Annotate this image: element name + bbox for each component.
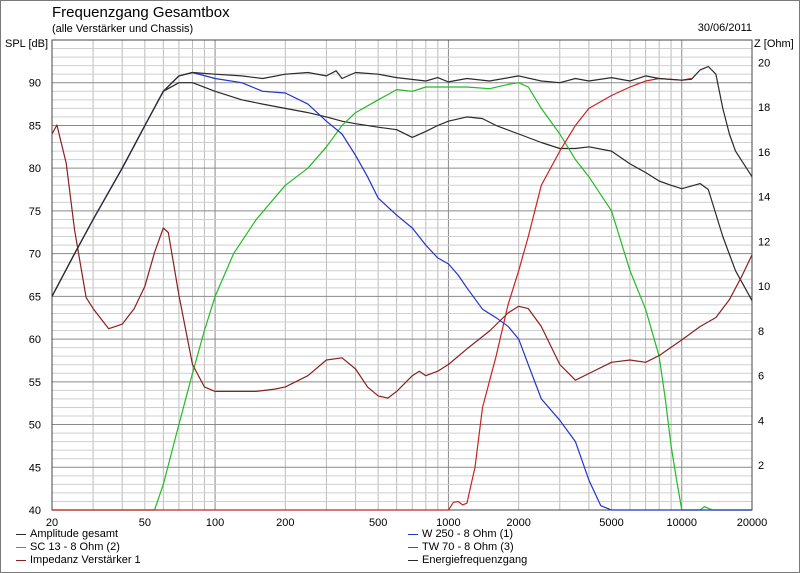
legend-swatch	[408, 534, 418, 535]
y-tick-label-right: 8	[758, 326, 764, 338]
x-tick-label: 20	[46, 517, 58, 529]
x-tick-label: 100	[206, 517, 224, 529]
x-tick-label: 200	[276, 517, 294, 529]
series-line-3	[51, 124, 753, 399]
series-line-5	[52, 77, 692, 511]
y-tick-label-left: 45	[29, 462, 41, 474]
y-tick-label-left: 50	[29, 420, 41, 432]
legend-swatch	[16, 534, 26, 535]
legend-swatch	[408, 547, 418, 548]
chart-subtitle: (alle Verstärker und Chassis)	[52, 23, 194, 35]
y-tick-label-left: 55	[29, 377, 41, 389]
x-tick-label: 2000	[506, 517, 530, 529]
x-tick-label: 20000	[737, 517, 768, 529]
chart-date: 30/06/2011	[697, 22, 752, 34]
series-line-6	[51, 65, 753, 297]
y-tick-label-left: 70	[29, 249, 41, 261]
legend-label: TW 70 - 8 Ohm (3)	[422, 541, 514, 553]
x-tick-label: 10000	[666, 517, 697, 529]
x-tick-label: 500	[369, 517, 387, 529]
y-tick-label-right: 12	[758, 236, 770, 248]
legend-swatch	[16, 547, 26, 548]
y-tick-label-right: 18	[758, 102, 770, 114]
legend-label: Impedanz Verstärker 1	[30, 554, 141, 566]
y-tick-label-left: 40	[29, 505, 41, 517]
legend-swatch	[16, 560, 26, 561]
legend-label: SC 13 - 8 Ohm (2)	[30, 541, 120, 553]
y-tick-label-left: 65	[29, 291, 41, 303]
y-tick-label-right: 6	[758, 371, 764, 383]
y-tick-label-left: 80	[29, 163, 41, 175]
y-tick-label-right: 16	[758, 147, 770, 159]
y-tick-label-left: 85	[29, 120, 41, 132]
x-tick-label: 5000	[599, 517, 623, 529]
y-axis-label-right: Z [Ohm]	[754, 38, 794, 50]
y-tick-label-right: 2	[758, 460, 764, 472]
y-axis-label-left: SPL [dB]	[5, 38, 49, 50]
y-tick-label-right: 14	[758, 192, 770, 204]
y-tick-label-left: 90	[29, 78, 41, 90]
chart-title: Frequenzgang Gesamtbox	[52, 4, 230, 21]
x-tick-label: 50	[139, 517, 151, 529]
y-tick-label-right: 20	[758, 57, 770, 69]
y-tick-label-right: 4	[758, 415, 764, 427]
plot-area	[52, 40, 752, 510]
legend: Amplitude gesamt SC 13 - 8 Ohm (2) Impedan…	[0, 528, 800, 573]
legend-label: Amplitude gesamt	[30, 528, 119, 540]
legend-label: W 250 - 8 Ohm (1)	[422, 528, 514, 540]
series-line-1	[51, 82, 753, 301]
y-tick-label-left: 60	[29, 334, 41, 346]
legend-swatch	[408, 560, 418, 561]
y-tick-label-left: 75	[29, 206, 41, 218]
series-line-2	[52, 82, 752, 511]
x-tick-label: 1000	[436, 517, 460, 529]
legend-label: Energiefrequenzgang	[422, 554, 528, 566]
y-tick-label-right: 10	[758, 281, 770, 293]
